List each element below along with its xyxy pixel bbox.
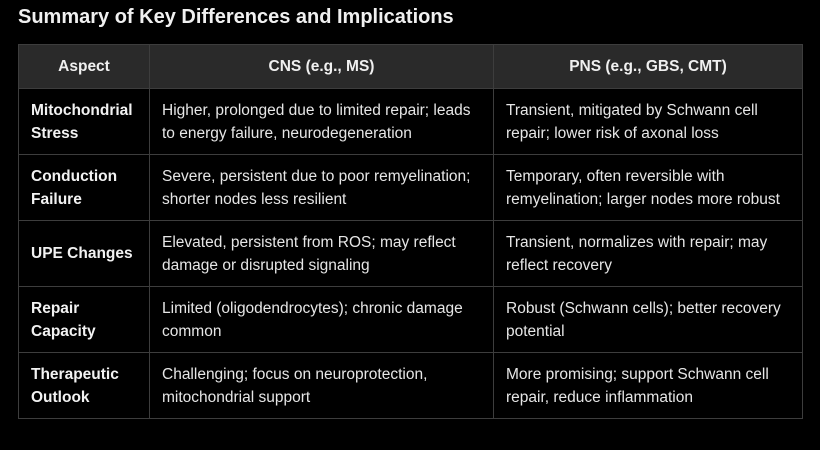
pns-cell: Transient, normalizes with repair; may r… — [493, 220, 803, 287]
pns-cell: More promising; support Schwann cell rep… — [493, 352, 803, 419]
cns-cell: Severe, persistent due to poor remyelina… — [149, 154, 494, 221]
aspect-cell: Mitochondrial Stress — [18, 88, 150, 155]
table-row: Mitochondrial Stress Higher, prolonged d… — [18, 88, 803, 155]
pns-cell: Transient, mitigated by Schwann cell rep… — [493, 88, 803, 155]
cns-cell: Limited (oligodendrocytes); chronic dama… — [149, 286, 494, 353]
table-header: Aspect CNS (e.g., MS) PNS (e.g., GBS, CM… — [18, 44, 803, 89]
table-row: UPE Changes Elevated, persistent from RO… — [18, 220, 803, 287]
aspect-cell: Conduction Failure — [18, 154, 150, 221]
table-row: Conduction Failure Severe, persistent du… — [18, 154, 803, 221]
aspect-cell: Therapeutic Outlook — [18, 352, 150, 419]
column-header-cns: CNS (e.g., MS) — [149, 44, 494, 89]
cns-cell: Elevated, persistent from ROS; may refle… — [149, 220, 494, 287]
table-row: Therapeutic Outlook Challenging; focus o… — [18, 352, 803, 419]
summary-table: Aspect CNS (e.g., MS) PNS (e.g., GBS, CM… — [18, 44, 803, 419]
column-header-aspect: Aspect — [18, 44, 150, 89]
table-row: Repair Capacity Limited (oligodendrocyte… — [18, 286, 803, 353]
pns-cell: Robust (Schwann cells); better recovery … — [493, 286, 803, 353]
header-row: Aspect CNS (e.g., MS) PNS (e.g., GBS, CM… — [18, 44, 803, 89]
table-body: Mitochondrial Stress Higher, prolonged d… — [18, 88, 803, 419]
cns-cell: Higher, prolonged due to limited repair;… — [149, 88, 494, 155]
column-header-pns: PNS (e.g., GBS, CMT) — [493, 44, 803, 89]
cns-cell: Challenging; focus on neuroprotection, m… — [149, 352, 494, 419]
pns-cell: Temporary, often reversible with remyeli… — [493, 154, 803, 221]
aspect-cell: Repair Capacity — [18, 286, 150, 353]
page-title: Summary of Key Differences and Implicati… — [18, 6, 454, 28]
aspect-cell: UPE Changes — [18, 220, 150, 287]
